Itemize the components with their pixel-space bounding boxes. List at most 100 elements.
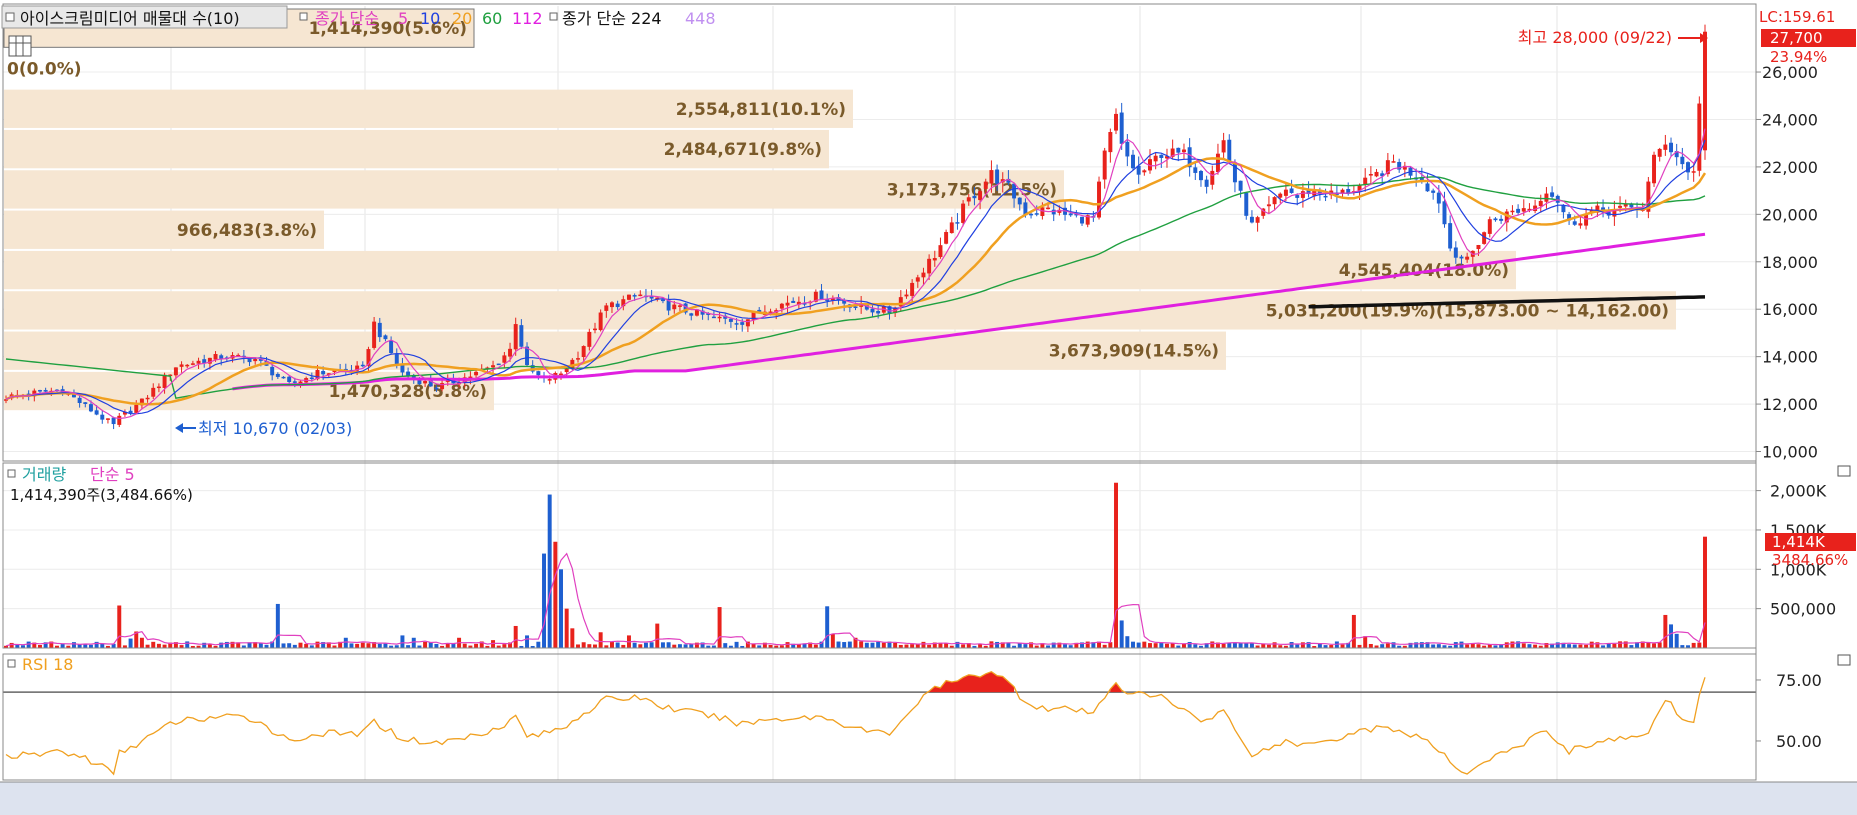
candle-body — [1686, 162, 1690, 173]
ma-legend-toggle-icon[interactable] — [299, 12, 308, 21]
candle-body — [202, 359, 207, 364]
volume-bar — [1663, 614, 1668, 648]
candle-body — [1119, 112, 1124, 144]
volume-bar — [37, 644, 42, 648]
candle-body — [1170, 148, 1175, 157]
volume-bar — [1346, 642, 1351, 648]
candle-body — [1051, 209, 1056, 215]
volume-ma-line — [5, 552, 1706, 647]
candle-body — [1238, 180, 1243, 191]
candle-body — [938, 245, 943, 258]
volume-bar — [66, 645, 71, 648]
volume-profile-label: 1,414,390(5.6%) — [309, 19, 467, 39]
volume-bar — [1652, 643, 1657, 648]
high-label: 최고 28,000 (09/22) — [1518, 28, 1672, 47]
candle-body — [1289, 188, 1294, 193]
candle-body — [100, 414, 105, 420]
volume-bar — [694, 642, 699, 648]
candle-body — [898, 297, 903, 307]
candle-body — [1612, 209, 1617, 217]
volume-bar — [1108, 642, 1113, 648]
volume-bar — [1487, 644, 1492, 648]
volume-bar — [1618, 641, 1623, 648]
volume-bar — [1006, 642, 1011, 648]
volume-legend: 거래량 단순 5 1,414,390주(3,484.66%) — [7, 465, 193, 504]
candle-body — [830, 298, 835, 301]
rsi-legend-toggle-icon[interactable] — [7, 659, 16, 668]
candle-body — [576, 358, 580, 360]
volume-bar — [1385, 643, 1390, 648]
moving-averages — [5, 128, 1707, 420]
rsi-panel-close-icon[interactable] — [1837, 654, 1851, 666]
volume-bar — [683, 644, 688, 648]
candle-body — [1261, 208, 1266, 216]
candle-body — [1601, 207, 1606, 212]
volume-bar — [332, 645, 337, 648]
candle-body — [1482, 232, 1487, 244]
candle-body — [949, 222, 954, 234]
candle-body — [1487, 219, 1492, 234]
price-tick-label: 12,000 — [1762, 395, 1818, 414]
candle-body — [139, 398, 144, 406]
candle-body — [207, 357, 212, 364]
candle-body — [547, 379, 552, 381]
price-tick-label: 10,000 — [1762, 443, 1818, 462]
volume-bar — [1408, 642, 1413, 648]
candle-body — [1340, 189, 1345, 194]
volume-bar — [1317, 643, 1322, 648]
rsi-line — [5, 670, 1706, 776]
candle-body — [1374, 171, 1379, 177]
candle-body — [598, 312, 603, 331]
candle-body — [1210, 170, 1215, 185]
volume-bar — [1306, 642, 1311, 648]
candle-body — [1017, 197, 1022, 205]
ma2-legend-toggle-icon[interactable] — [549, 12, 558, 21]
table-icon[interactable] — [8, 35, 32, 57]
candle-body — [1181, 149, 1186, 153]
volume-bar — [1091, 642, 1096, 648]
candle-body — [649, 295, 654, 299]
volume-bar — [604, 645, 609, 648]
candle-body — [870, 308, 875, 313]
volume-bar — [26, 641, 31, 648]
volume-badge — [1765, 533, 1856, 551]
volume-bar — [881, 642, 886, 648]
candle-body — [332, 370, 337, 373]
volume-bar — [1629, 645, 1634, 648]
candle-body — [1323, 195, 1328, 198]
volume-bar — [491, 640, 496, 648]
volume-bar — [785, 642, 790, 648]
volume-bar — [1482, 645, 1487, 648]
volume-bar — [377, 643, 382, 648]
candle-body — [836, 297, 841, 301]
candle-body — [315, 370, 320, 380]
candle-body — [1680, 156, 1685, 165]
volume-bar — [1085, 641, 1090, 648]
volume-legend-toggle-icon[interactable] — [7, 469, 16, 478]
volume-bar — [859, 641, 864, 648]
candle-body — [37, 390, 42, 392]
candle-body — [326, 373, 331, 375]
volume-bar — [21, 645, 25, 648]
volume-bar — [700, 642, 705, 648]
volume-bar — [43, 642, 48, 648]
candle-body — [802, 303, 807, 305]
price-tick-label: 26,000 — [1762, 63, 1818, 82]
candle-body — [111, 417, 116, 425]
candle-body — [389, 340, 394, 354]
volume-bar — [1601, 645, 1606, 648]
candle-body — [1657, 148, 1662, 157]
volume-bar — [1374, 645, 1379, 648]
volume-bar — [230, 641, 235, 648]
volume-bar — [1476, 644, 1481, 648]
volume-bar — [468, 645, 473, 648]
volume-bar — [966, 643, 971, 648]
volume-bar — [1544, 643, 1549, 648]
volume-panel-close-icon[interactable] — [1837, 465, 1851, 477]
legend-toggle-icon[interactable] — [5, 12, 15, 22]
volume-bar — [394, 645, 399, 648]
candle-body — [1646, 181, 1651, 212]
candle-body — [1034, 213, 1039, 215]
volume-bar — [162, 644, 167, 648]
candle-body — [1544, 193, 1549, 202]
